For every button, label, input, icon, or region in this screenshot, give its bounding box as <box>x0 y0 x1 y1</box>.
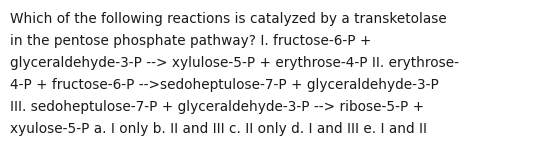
Text: in the pentose phosphate pathway? I. fructose-6-P +: in the pentose phosphate pathway? I. fru… <box>10 34 372 48</box>
Text: glyceraldehyde-3-P --> xylulose-5-P + erythrose-4-P II. erythrose-: glyceraldehyde-3-P --> xylulose-5-P + er… <box>10 56 459 70</box>
Text: 4-P + fructose-6-P -->sedoheptulose-7-P + glyceraldehyde-3-P: 4-P + fructose-6-P -->sedoheptulose-7-P … <box>10 78 439 92</box>
Text: Which of the following reactions is catalyzed by a transketolase: Which of the following reactions is cata… <box>10 12 447 26</box>
Text: xyulose-5-P a. I only b. II and III c. II only d. I and III e. I and II: xyulose-5-P a. I only b. II and III c. I… <box>10 122 427 136</box>
Text: III. sedoheptulose-7-P + glyceraldehyde-3-P --> ribose-5-P +: III. sedoheptulose-7-P + glyceraldehyde-… <box>10 100 424 114</box>
